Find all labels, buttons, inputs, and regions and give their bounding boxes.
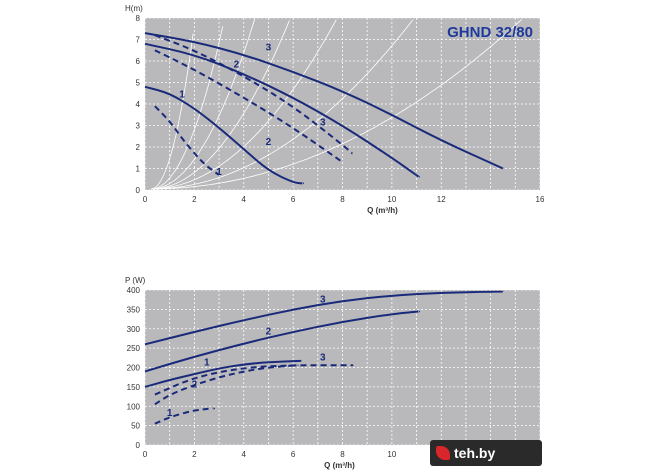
system-curve: [151, 33, 194, 190]
y-tick-label: 1: [136, 165, 141, 174]
y-tick-label: 300: [127, 325, 141, 334]
curve-label: 3: [320, 294, 326, 305]
series-line-3-dashed: [154, 34, 353, 155]
curve-label: 2: [266, 137, 272, 148]
series-line-2-solid: [144, 42, 421, 179]
y-tick-label: 100: [127, 402, 141, 411]
y-tick-label: 8: [136, 14, 141, 23]
curve-label: 3: [320, 118, 326, 129]
x-tick-label: 8: [340, 195, 345, 204]
x-tick-label: 2: [192, 450, 197, 459]
series-line-1-solid: [144, 359, 302, 388]
chart-title: GHND 32/80: [447, 24, 533, 41]
y-tick-label: 3: [136, 122, 141, 131]
curve-label: 2: [192, 380, 198, 391]
series-line-1-dashed: [154, 105, 220, 176]
y-tick-label: 50: [131, 422, 140, 431]
x-tick-label: 16: [536, 195, 545, 204]
y-tick-label: 4: [136, 100, 141, 109]
x-tick-label: 2: [192, 195, 197, 204]
curve-label: 2: [266, 327, 272, 338]
x-tick-label: 6: [291, 195, 296, 204]
power-chart: 0 50 100 150 200 250 300 350 400 0 2 4 6 8 10 P (W) Q (m…: [125, 276, 541, 470]
x-axis-label: Q (m³/h): [324, 461, 355, 470]
system-curve: [151, 19, 337, 190]
series-line-2-solid: [144, 310, 421, 373]
system-curve: [151, 26, 224, 190]
curve-label: 2: [234, 59, 240, 70]
curve-label: 3: [266, 42, 272, 53]
system-curve: [151, 18, 256, 190]
y-tick-label: 0: [136, 186, 141, 195]
curve-label: 1: [179, 90, 185, 101]
curve-label: 3: [320, 353, 326, 364]
series-line-1-dashed: [154, 407, 216, 425]
series-line-3-dashed: [154, 364, 354, 396]
x-tick-label: 10: [387, 450, 396, 459]
curve-label: 1: [216, 167, 222, 178]
y-tick-label: 7: [136, 36, 141, 45]
leaf-icon: [436, 446, 450, 460]
y-tick-label: 0: [136, 441, 141, 450]
system-curve: [151, 20, 290, 190]
watermark-text: teh.by: [454, 445, 496, 461]
curve-label: 1: [167, 408, 173, 419]
x-tick-label: 6: [291, 450, 296, 459]
y-tick-label: 250: [127, 344, 141, 353]
y-tick-label: 200: [127, 364, 141, 373]
x-tick-label: 8: [340, 450, 345, 459]
x-tick-label: 4: [242, 195, 247, 204]
y-tick-label: 350: [127, 305, 141, 314]
y-axis-label: H(m): [125, 4, 143, 13]
x-tick-label: 0: [143, 195, 148, 204]
y-tick-label: 2: [136, 143, 141, 152]
y-tick-label: 6: [136, 57, 141, 66]
y-tick-label: 5: [136, 79, 141, 88]
x-tick-label: 10: [387, 195, 396, 204]
x-tick-label: 12: [437, 195, 446, 204]
system-curve: [151, 19, 522, 190]
y-tick-label: 150: [127, 383, 141, 392]
curve-label: 1: [204, 358, 210, 369]
x-tick-label: 0: [143, 450, 148, 459]
series-line-3-solid: [144, 32, 504, 170]
series-line-2-dashed: [154, 364, 300, 406]
series-line-3-solid: [144, 290, 504, 346]
series-line-2-dashed: [154, 49, 344, 163]
y-tick-label: 400: [127, 286, 141, 295]
x-axis-label: Q (m³/h): [367, 206, 398, 215]
x-tick-label: 4: [242, 450, 247, 459]
series-line-1-solid: [144, 85, 305, 185]
system-curve: [151, 19, 414, 190]
y-axis-label: P (W): [125, 276, 146, 285]
